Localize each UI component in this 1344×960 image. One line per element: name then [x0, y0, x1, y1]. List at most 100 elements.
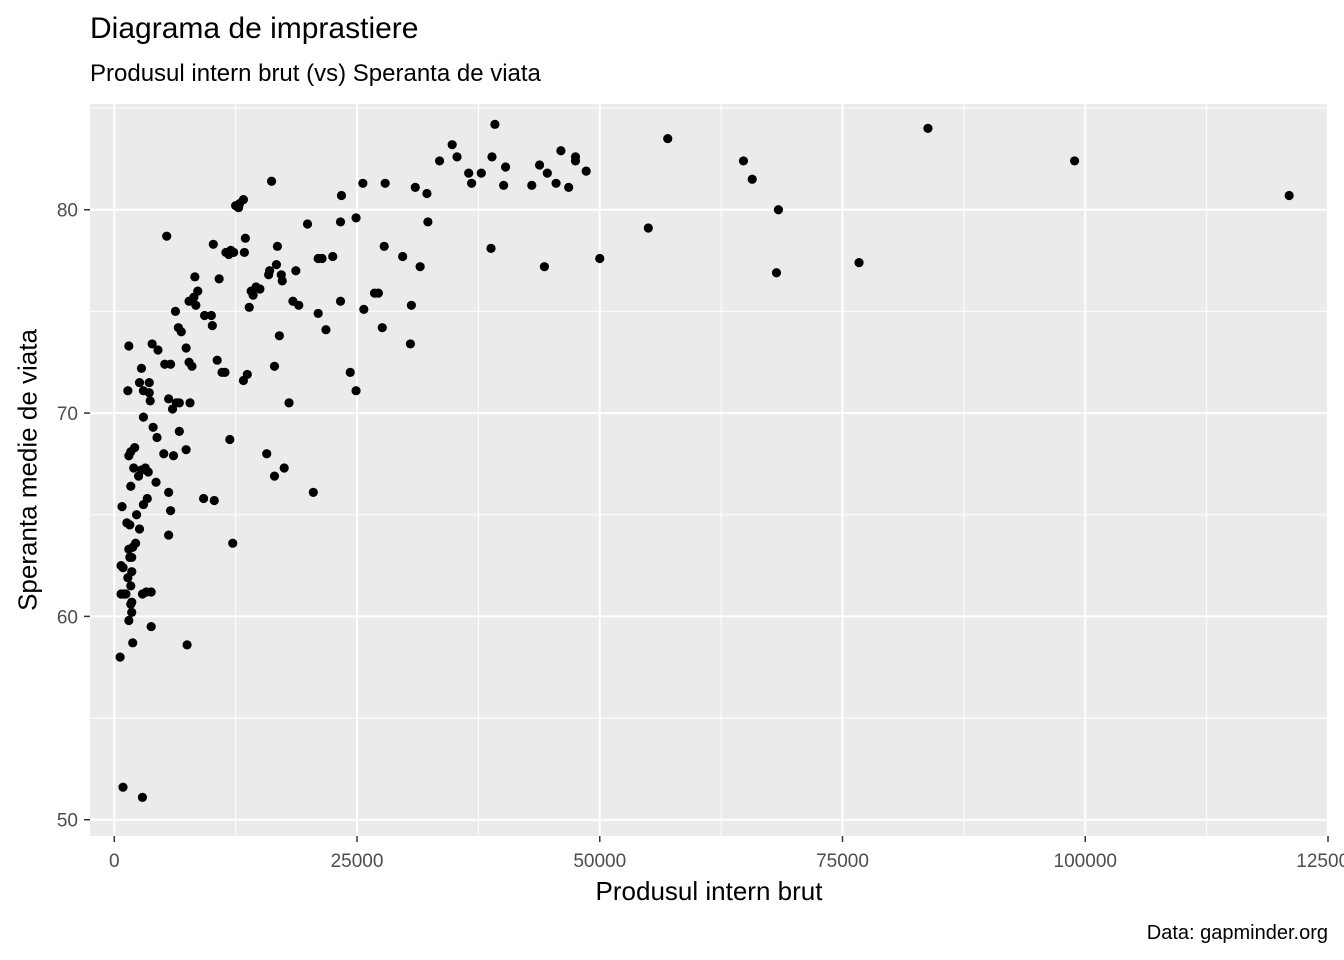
data-point: [168, 451, 179, 461]
data-point: [369, 288, 380, 298]
data-point: [126, 581, 136, 591]
y-tick-label: 50: [57, 811, 78, 832]
y-tick-label: 70: [57, 404, 78, 425]
data-point: [534, 160, 545, 170]
data-point: [134, 377, 145, 388]
data-point: [284, 398, 294, 408]
data-point: [405, 339, 416, 349]
data-point: [136, 363, 147, 373]
data-point: [308, 487, 318, 497]
data-point: [663, 133, 673, 144]
data-point: [125, 552, 135, 563]
data-point: [199, 310, 210, 321]
data-point: [151, 477, 161, 487]
data-point: [328, 251, 338, 262]
data-point: [164, 487, 174, 497]
data-point: [185, 398, 195, 408]
y-tick-label: 60: [57, 607, 78, 628]
data-point: [182, 640, 192, 650]
data-point: [116, 560, 126, 571]
data-point: [773, 205, 784, 215]
data-point: [138, 412, 149, 422]
data-point: [335, 217, 346, 227]
data-point: [351, 386, 361, 396]
x-tick-label: 0: [109, 851, 120, 872]
data-point: [335, 296, 346, 306]
x-tick-label: 50000: [573, 851, 626, 872]
data-point: [165, 506, 176, 516]
data-point: [466, 178, 477, 188]
data-point: [118, 782, 128, 792]
data-point: [144, 377, 154, 388]
x-axis-label: Produsul intern brut: [595, 876, 823, 906]
data-point: [244, 302, 254, 312]
data-point: [129, 463, 139, 473]
axis-ticks: 0 25000 50000 75000 100000 125000 50 60 70 80: [57, 201, 1344, 872]
data-point: [359, 304, 369, 314]
data-point: [173, 323, 183, 333]
data-point: [276, 270, 286, 280]
data-point: [124, 341, 134, 351]
data-point: [262, 449, 272, 459]
data-point: [272, 241, 282, 251]
data-point: [279, 463, 289, 473]
data-point: [145, 396, 155, 406]
data-point: [269, 471, 280, 481]
data-point: [231, 201, 241, 211]
data-point: [358, 178, 368, 188]
data-point: [146, 621, 156, 632]
chart-title: Diagrama de imprastiere: [90, 12, 419, 45]
x-tick-label: 25000: [331, 851, 384, 872]
data-point: [377, 323, 387, 333]
data-point: [464, 168, 474, 178]
data-point: [854, 258, 864, 268]
data-point: [124, 451, 134, 461]
data-point: [184, 357, 194, 367]
data-point: [264, 270, 274, 280]
data-point: [228, 538, 238, 548]
data-point: [747, 174, 757, 184]
data-point: [415, 262, 425, 272]
data-point: [160, 359, 170, 369]
data-point: [117, 502, 127, 512]
data-point: [170, 306, 181, 316]
data-point: [152, 432, 162, 443]
data-point: [225, 434, 235, 445]
data-point: [164, 530, 174, 540]
data-point: [499, 180, 509, 190]
data-point: [406, 300, 416, 310]
data-point: [212, 355, 222, 365]
data-point: [302, 219, 313, 229]
data-point: [123, 386, 133, 396]
data-point: [128, 638, 138, 648]
data-point: [434, 156, 445, 166]
data-point: [379, 241, 389, 251]
data-point: [174, 426, 184, 436]
data-point: [266, 176, 277, 186]
data-point: [238, 375, 249, 386]
data-point: [138, 499, 149, 510]
data-point: [490, 119, 500, 129]
data-point: [126, 599, 136, 609]
minor-gridlines: [90, 104, 1328, 836]
data-point: [217, 367, 227, 377]
data-point: [422, 188, 432, 199]
data-point: [123, 573, 133, 583]
data-point: [452, 152, 462, 162]
data-point: [137, 792, 148, 802]
data-point: [771, 268, 782, 278]
data-point: [206, 310, 216, 321]
data-point: [153, 345, 163, 355]
data-point: [214, 274, 224, 284]
data-point: [274, 331, 284, 341]
data-point: [581, 166, 591, 176]
data-point: [184, 296, 194, 306]
data-point: [199, 493, 209, 504]
data-point: [1069, 156, 1080, 166]
data-point: [115, 652, 125, 662]
data-point: [486, 243, 496, 253]
data-point: [738, 156, 749, 166]
data-point: [345, 367, 355, 377]
data-point: [208, 239, 218, 249]
data-point: [127, 607, 137, 617]
